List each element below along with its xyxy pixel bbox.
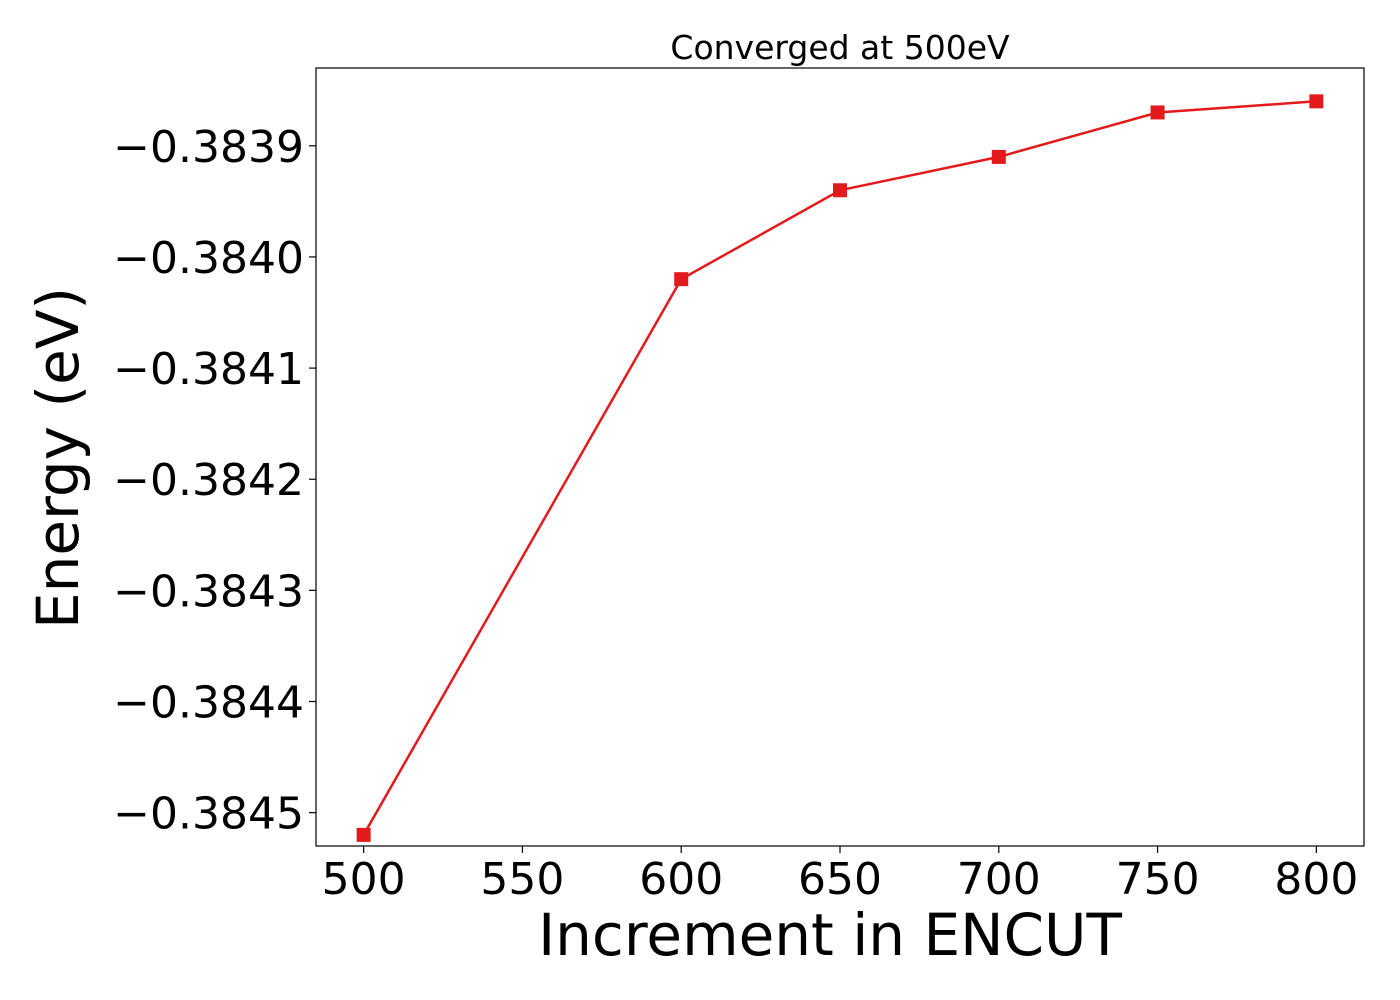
chart-title: Converged at 500eV bbox=[670, 28, 1010, 67]
x-tick-label: 650 bbox=[798, 854, 882, 905]
y-axis: −0.3845 −0.3844 −0.3843 −0.3842 −0.3841 −0.38… bbox=[113, 122, 316, 840]
y-tick-label: −0.3839 bbox=[113, 122, 304, 173]
y-tick-label: −0.3841 bbox=[113, 344, 304, 395]
x-tick-label: 800 bbox=[1274, 854, 1358, 905]
data-point-marker bbox=[356, 827, 371, 842]
data-point-marker bbox=[674, 272, 689, 287]
y-tick-label: −0.3843 bbox=[113, 566, 304, 617]
x-axis: 500 550 600 650 700 750 800 bbox=[322, 846, 1358, 905]
series-layer bbox=[356, 94, 1324, 842]
x-tick-label: 550 bbox=[480, 854, 564, 905]
data-point-marker bbox=[833, 183, 847, 198]
y-axis-title: Energy (eV) bbox=[24, 287, 92, 629]
x-axis-title: Increment in ENCUT bbox=[538, 901, 1122, 969]
data-point-marker bbox=[1150, 105, 1165, 120]
data-point-marker bbox=[991, 149, 1006, 164]
y-tick-label: −0.3842 bbox=[113, 455, 304, 506]
data-point-marker bbox=[1309, 94, 1324, 109]
y-tick-label: −0.3845 bbox=[113, 789, 304, 840]
series-line bbox=[362, 100, 1317, 836]
x-tick-label: 600 bbox=[639, 854, 723, 905]
y-tick-label: −0.3844 bbox=[113, 678, 304, 729]
y-tick-label: −0.3840 bbox=[113, 233, 304, 284]
x-tick-label: 700 bbox=[957, 854, 1041, 905]
x-tick-label: 500 bbox=[322, 854, 406, 905]
x-tick-label: 750 bbox=[1116, 854, 1200, 905]
